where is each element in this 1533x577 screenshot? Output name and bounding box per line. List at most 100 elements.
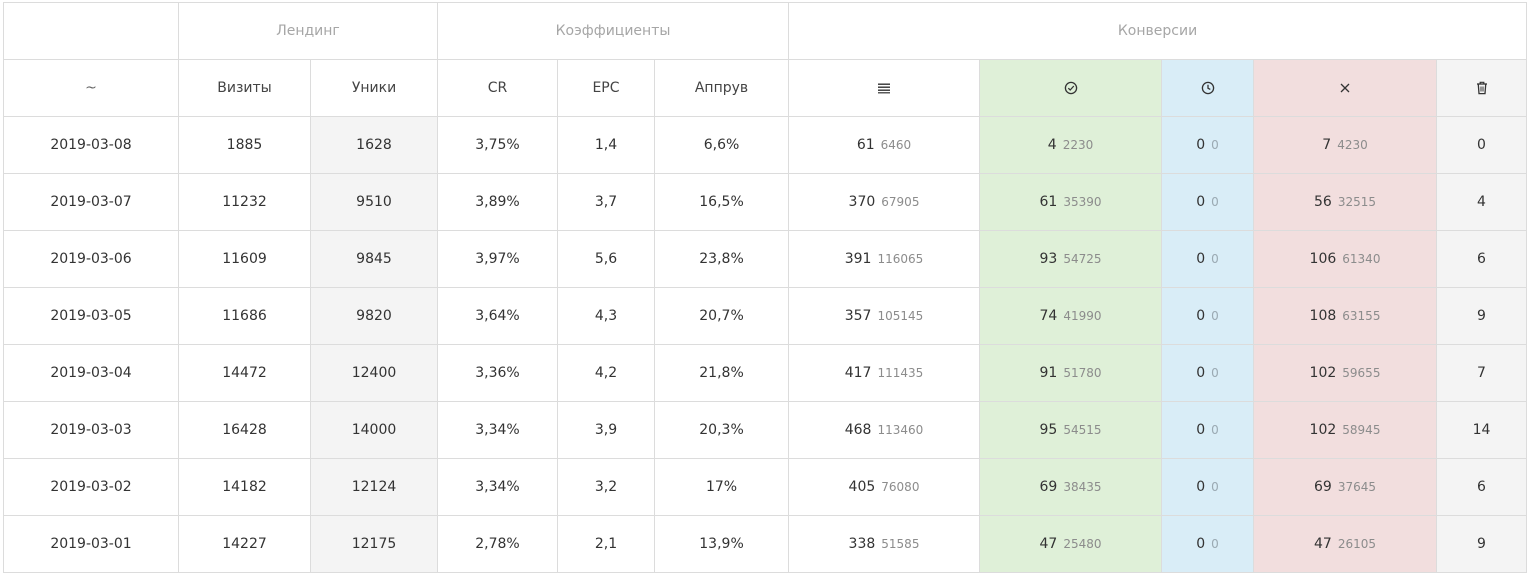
sum: 113460 (877, 423, 924, 437)
sum: 54515 (1063, 423, 1102, 437)
sum: 6460 (880, 138, 912, 152)
cell-uniques: 12400 (310, 344, 438, 402)
cell-trash: 0 (1436, 116, 1528, 174)
sum: 51780 (1063, 366, 1102, 380)
count: 370 (848, 194, 876, 210)
count: 0 (1196, 137, 1206, 153)
count: 102 (1309, 365, 1337, 381)
column-header-row: ~ Визиты Уники CR EPC Аппрув (3, 59, 1528, 117)
cell-approve: 20,3% (653, 401, 790, 459)
cell-visits: 1885 (178, 116, 311, 174)
cell-epc: 3,2 (557, 458, 655, 516)
table-row: 2019-03-02 14182 12124 3,34% 3,2 17% 405… (3, 458, 1528, 516)
cell-approve: 21,8% (653, 344, 790, 402)
count: 0 (1196, 365, 1206, 381)
cell-cr: 3,64% (437, 287, 558, 345)
count: 357 (844, 308, 872, 324)
count: 338 (848, 536, 876, 552)
sum: 41990 (1063, 309, 1102, 323)
table-row: 2019-03-07 11232 9510 3,89% 3,7 16,5% 37… (3, 173, 1528, 231)
trash-icon (1476, 81, 1487, 95)
count: 108 (1309, 308, 1337, 324)
group-header-row: Лендинг Коэффициенты Конверсии (3, 2, 1528, 60)
sum: 38435 (1063, 480, 1102, 494)
count: 95 (1039, 422, 1058, 438)
sum: 0 (1211, 309, 1219, 323)
cell-all: 370 67905 (788, 173, 981, 231)
cell-rejected: 102 58945 (1253, 401, 1438, 459)
cell-visits: 11686 (178, 287, 311, 345)
column-header-approved[interactable] (979, 59, 1163, 117)
column-header-cr[interactable]: CR (437, 59, 558, 117)
column-header-epc[interactable]: EPC (557, 59, 655, 117)
count: 0 (1196, 422, 1206, 438)
column-header-rejected[interactable] (1253, 59, 1438, 117)
sum: 0 (1211, 537, 1219, 551)
cell-approve: 13,9% (653, 515, 790, 573)
sum: 32515 (1337, 195, 1377, 209)
count: 69 (1314, 479, 1332, 495)
cell-approved: 91 51780 (979, 344, 1163, 402)
count: 91 (1039, 365, 1058, 381)
count: 0 (1196, 308, 1206, 324)
column-header-all[interactable] (788, 59, 981, 117)
cell-epc: 2,1 (557, 515, 655, 573)
cell-cr: 3,34% (437, 458, 558, 516)
cell-epc: 4,2 (557, 344, 655, 402)
cell-trash: 4 (1436, 173, 1528, 231)
cell-visits: 14227 (178, 515, 311, 573)
sum: 116065 (877, 252, 924, 266)
cell-visits: 11232 (178, 173, 311, 231)
table-row: 2019-03-03 16428 14000 3,34% 3,9 20,3% 4… (3, 401, 1528, 459)
count: 102 (1309, 422, 1337, 438)
cell-uniques: 9845 (310, 230, 438, 288)
table-row: 2019-03-01 14227 12175 2,78% 2,1 13,9% 3… (3, 515, 1528, 573)
sum: 4230 (1337, 138, 1368, 152)
cell-rejected: 7 4230 (1253, 116, 1438, 174)
cell-visits: 11609 (178, 230, 311, 288)
cell-epc: 5,6 (557, 230, 655, 288)
cell-rejected: 106 61340 (1253, 230, 1438, 288)
sum: 63155 (1342, 309, 1381, 323)
group-header-conversions: Конверсии (788, 2, 1528, 60)
cell-rejected: 56 32515 (1253, 173, 1438, 231)
cell-trash: 6 (1436, 230, 1528, 288)
cell-epc: 3,9 (557, 401, 655, 459)
sum: 76080 (881, 480, 920, 494)
cell-date: 2019-03-02 (3, 458, 179, 516)
sum: 54725 (1063, 252, 1102, 266)
cell-all: 357 105145 (788, 287, 981, 345)
sum: 2230 (1062, 138, 1094, 152)
cell-uniques: 14000 (310, 401, 438, 459)
group-header-empty (3, 2, 179, 60)
column-header-pending[interactable] (1161, 59, 1255, 117)
count: 56 (1314, 194, 1332, 210)
count: 0 (1196, 479, 1206, 495)
sum: 67905 (881, 195, 920, 209)
column-header-uniques[interactable]: Уники (310, 59, 438, 117)
group-header-landing: Лендинг (178, 2, 438, 60)
cell-rejected: 47 26105 (1253, 515, 1438, 573)
column-header-trash[interactable] (1436, 59, 1528, 117)
sum: 61340 (1342, 252, 1381, 266)
count: 74 (1039, 308, 1058, 324)
cell-uniques: 12124 (310, 458, 438, 516)
cell-cr: 3,36% (437, 344, 558, 402)
cell-approved: 74 41990 (979, 287, 1163, 345)
count: 47 (1314, 536, 1332, 552)
column-header-date[interactable]: ~ (3, 59, 179, 117)
cell-approved: 61 35390 (979, 173, 1163, 231)
count: 468 (844, 422, 872, 438)
column-header-approve[interactable]: Аппрув (653, 59, 790, 117)
sum: 0 (1211, 138, 1219, 152)
count: 106 (1309, 251, 1337, 267)
count: 61 (856, 137, 875, 153)
column-header-visits[interactable]: Визиты (178, 59, 311, 117)
cell-all: 417 111435 (788, 344, 981, 402)
list-icon (878, 83, 891, 94)
clock-icon (1201, 81, 1214, 95)
cell-cr: 3,34% (437, 401, 558, 459)
